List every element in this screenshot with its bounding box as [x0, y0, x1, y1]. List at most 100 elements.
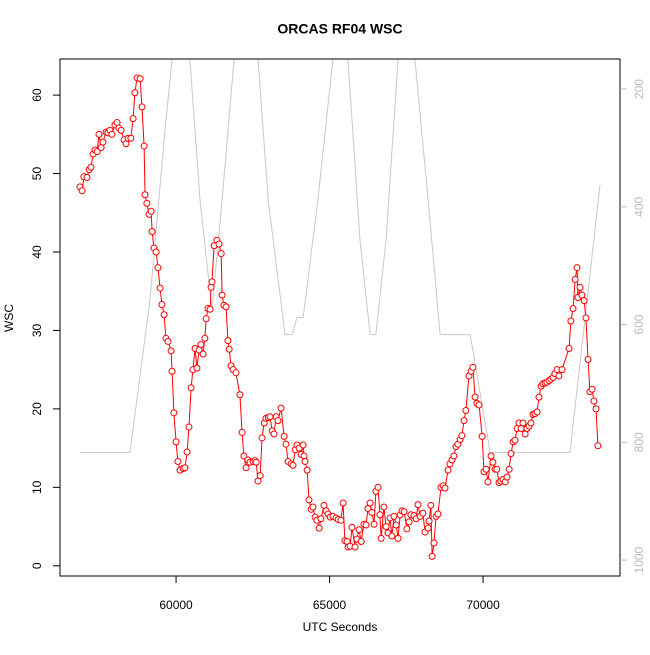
data-point	[444, 466, 452, 474]
data-point	[390, 512, 398, 520]
data-point	[355, 526, 363, 534]
x-tick-label: 60000	[159, 598, 193, 612]
data-point	[405, 518, 413, 526]
data-point	[301, 457, 309, 465]
data-point	[519, 419, 527, 427]
data-point	[507, 450, 515, 458]
y-tick-label: 10	[30, 480, 44, 494]
data-point	[576, 283, 584, 291]
data-point	[592, 405, 600, 413]
data-point	[266, 413, 274, 421]
y2-tick-label: 200	[632, 79, 646, 99]
data-point	[117, 126, 125, 134]
data-point	[377, 534, 385, 542]
data-point	[289, 461, 297, 469]
data-point	[258, 434, 266, 442]
data-point	[582, 314, 590, 322]
data-point	[462, 406, 470, 414]
data-point	[138, 103, 146, 111]
data-point	[535, 393, 543, 401]
data-point	[434, 510, 442, 518]
data-point	[236, 391, 244, 399]
y-tick-label: 20	[30, 402, 44, 416]
data-point	[368, 508, 376, 516]
data-point	[238, 428, 246, 436]
data-point	[370, 520, 378, 528]
data-point	[475, 401, 483, 409]
data-point	[197, 341, 205, 349]
data-point	[215, 240, 223, 248]
data-point	[222, 303, 230, 311]
data-point	[565, 344, 573, 352]
data-point	[143, 199, 151, 207]
data-point	[172, 438, 180, 446]
data-point	[400, 508, 408, 516]
data-point	[136, 75, 144, 83]
data-point	[183, 448, 191, 456]
data-point	[232, 369, 240, 377]
data-point	[108, 130, 116, 138]
data-point	[270, 430, 278, 438]
y-tick-label: 50	[30, 167, 44, 181]
data-point	[489, 458, 497, 466]
data-point	[181, 464, 189, 472]
data-point	[567, 317, 575, 325]
data-point	[450, 452, 458, 460]
data-point	[201, 334, 209, 342]
series-line	[79, 59, 601, 453]
data-point	[199, 350, 207, 358]
data-point	[487, 452, 495, 460]
data-point	[174, 457, 182, 465]
y2-tick-label: 800	[632, 432, 646, 452]
data-point	[99, 138, 107, 146]
data-point	[140, 142, 148, 150]
data-point	[339, 499, 347, 507]
data-point	[392, 521, 400, 529]
data-point	[430, 539, 438, 547]
data-point	[484, 478, 492, 486]
x-tick-label: 65000	[313, 598, 347, 612]
data-point	[493, 465, 501, 473]
data-point	[148, 228, 156, 236]
y-axis-label: WSC	[2, 304, 16, 332]
data-point	[300, 452, 308, 460]
data-point	[458, 432, 466, 440]
data-point	[164, 337, 172, 345]
data-point	[87, 163, 95, 171]
data-point	[207, 283, 215, 291]
data-point	[471, 393, 479, 401]
data-point	[505, 465, 513, 473]
data-point	[242, 464, 250, 472]
data-point	[78, 187, 86, 195]
data-point	[478, 432, 486, 440]
data-point	[419, 509, 427, 517]
data-point	[147, 207, 155, 215]
y-tick-label: 60	[30, 88, 44, 102]
data-point	[403, 525, 411, 533]
data-point	[573, 264, 581, 272]
data-point	[160, 311, 168, 319]
data-point	[382, 523, 390, 531]
data-point	[309, 503, 317, 511]
data-point	[299, 441, 307, 449]
data-point	[388, 532, 396, 540]
data-point	[141, 191, 149, 199]
data-point	[158, 301, 166, 309]
data-point	[187, 384, 195, 392]
data-point	[218, 291, 226, 299]
data-point	[193, 364, 201, 372]
data-point	[167, 347, 175, 355]
y-tick-label: 30	[30, 323, 44, 337]
data-point	[511, 436, 519, 444]
data-point	[252, 458, 260, 466]
data-point	[588, 385, 596, 393]
data-point	[202, 315, 210, 323]
data-point	[131, 89, 139, 97]
data-point	[305, 496, 313, 504]
data-point	[274, 417, 282, 425]
data-point	[337, 516, 345, 524]
plot-frame	[59, 58, 621, 577]
data-point	[374, 483, 382, 491]
data-point	[280, 432, 288, 440]
